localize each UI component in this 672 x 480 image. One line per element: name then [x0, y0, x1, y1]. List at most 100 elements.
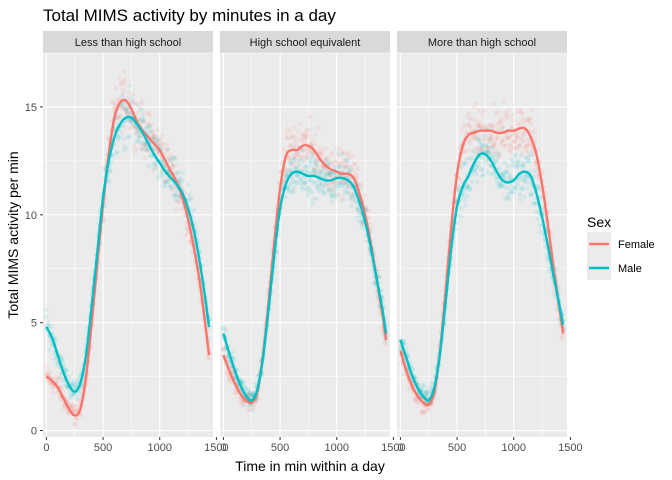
- data-point-male: [341, 182, 347, 188]
- data-point-female: [334, 146, 340, 152]
- data-point-male: [154, 166, 159, 171]
- data-point-male: [148, 153, 153, 159]
- data-point-female: [489, 137, 495, 143]
- data-point-female: [479, 120, 484, 126]
- data-point-female: [294, 151, 300, 157]
- data-point-female: [173, 163, 179, 168]
- data-point-male: [463, 160, 468, 166]
- data-point-female: [330, 159, 336, 165]
- data-point-female: [500, 138, 506, 143]
- data-point-male: [506, 186, 511, 191]
- data-point-female: [412, 396, 417, 401]
- data-point-female: [496, 126, 501, 132]
- data-point-male: [71, 381, 76, 387]
- data-point-male: [490, 154, 496, 160]
- data-point-female: [481, 137, 486, 142]
- data-point-female: [491, 101, 496, 107]
- smooth-line-male: [45, 115, 211, 393]
- data-point-male: [285, 168, 290, 174]
- data-point-female: [521, 132, 527, 137]
- data-point-male: [421, 389, 427, 395]
- data-point-female: [302, 157, 307, 163]
- data-point-male: [466, 156, 471, 161]
- data-point-female: [240, 400, 246, 405]
- data-point-female: [476, 121, 481, 126]
- data-point-male: [114, 121, 119, 127]
- data-point-female: [307, 149, 313, 155]
- x-tick-label: 1000: [147, 442, 171, 454]
- data-point-male: [489, 145, 495, 151]
- data-point-female: [47, 380, 53, 386]
- data-point-male: [314, 184, 320, 190]
- data-point-male: [428, 389, 433, 395]
- data-point-male: [495, 156, 500, 162]
- data-point-male: [512, 154, 517, 159]
- data-point-female: [310, 151, 315, 156]
- data-point-male: [479, 166, 484, 172]
- data-point-female: [131, 123, 137, 128]
- data-point-male: [333, 192, 339, 197]
- data-point-male: [70, 382, 76, 388]
- data-point-female: [221, 346, 227, 352]
- data-point-female: [474, 145, 479, 151]
- data-point-female: [176, 198, 182, 204]
- data-point-male: [177, 178, 182, 183]
- data-point-female: [508, 141, 513, 146]
- data-point-male: [493, 174, 499, 180]
- data-point-female: [481, 123, 487, 128]
- data-point-male: [335, 151, 340, 156]
- data-point-male: [298, 177, 304, 182]
- data-point-male: [180, 170, 186, 176]
- data-point-male: [357, 211, 363, 216]
- data-point-female: [487, 139, 492, 145]
- data-point-female: [173, 207, 179, 212]
- data-point-male: [518, 186, 524, 192]
- data-point-female: [509, 132, 515, 137]
- data-point-female: [499, 126, 505, 132]
- data-point-male: [316, 189, 322, 194]
- data-point-male: [297, 177, 303, 183]
- data-point-male: [511, 158, 517, 164]
- data-point-male: [306, 184, 311, 190]
- data-point-female: [492, 143, 498, 149]
- data-point-female: [148, 112, 153, 118]
- data-point-female: [501, 99, 507, 104]
- data-point-male: [483, 159, 488, 165]
- data-point-male: [150, 161, 156, 167]
- data-point-female: [468, 124, 473, 129]
- data-point-male: [311, 180, 317, 186]
- data-point-male: [522, 175, 528, 181]
- data-point-male: [287, 167, 293, 172]
- data-point-male: [293, 166, 299, 171]
- data-point-female: [339, 161, 345, 167]
- data-point-female: [361, 193, 367, 198]
- data-point-male: [294, 172, 300, 177]
- data-point-male: [331, 164, 337, 170]
- data-point-male: [487, 163, 493, 168]
- data-point-male: [247, 393, 253, 399]
- data-point-female: [146, 110, 151, 116]
- data-point-female: [490, 123, 496, 129]
- data-point-male: [340, 151, 345, 157]
- data-point-female: [472, 135, 477, 141]
- data-point-female: [512, 139, 517, 145]
- data-point-female: [466, 121, 471, 126]
- data-point-female: [319, 148, 324, 154]
- data-point-female: [284, 135, 289, 141]
- data-point-male: [372, 281, 377, 286]
- data-point-male: [349, 193, 355, 199]
- data-point-female: [485, 147, 490, 153]
- data-point-female: [299, 131, 305, 137]
- data-point-female: [329, 150, 335, 155]
- data-point-male: [125, 118, 130, 123]
- data-point-female: [289, 133, 294, 139]
- data-point-male: [483, 143, 489, 148]
- smooth-line-male: [399, 152, 565, 402]
- data-point-male: [307, 170, 313, 175]
- data-point-female: [140, 119, 146, 124]
- data-point-male: [353, 198, 358, 204]
- data-point-male: [310, 168, 316, 173]
- data-point-female: [135, 104, 141, 109]
- data-point-male: [312, 170, 317, 175]
- data-point-male: [130, 100, 136, 105]
